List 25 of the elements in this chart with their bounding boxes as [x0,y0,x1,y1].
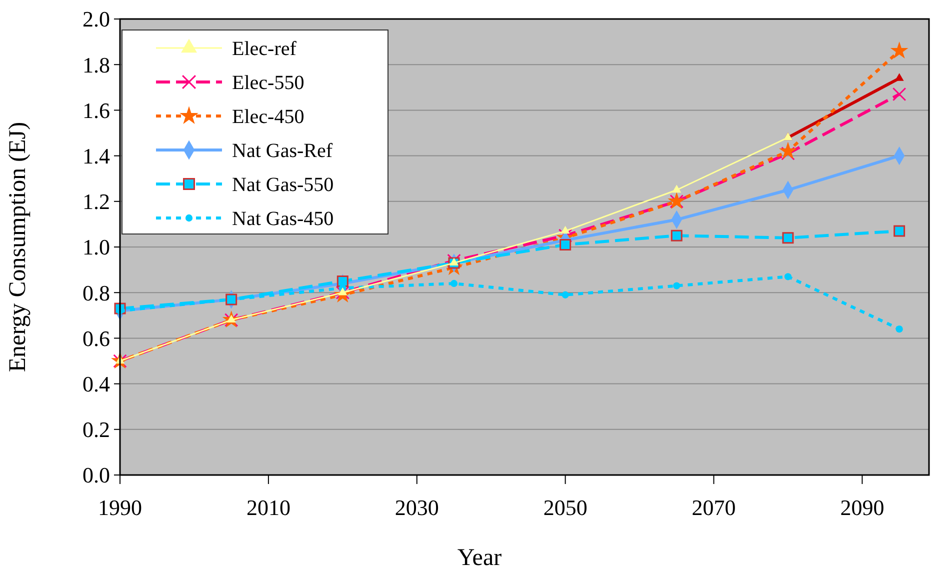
y-tick-label: 1.6 [82,98,110,123]
y-tick-label: 0.0 [82,462,110,488]
x-tick-label: 2050 [543,495,588,520]
legend-label: Elec-ref [232,38,297,60]
x-tick-label: 2030 [394,495,439,520]
y-tick-label: 0.6 [82,326,110,351]
y-tick-label: 1.0 [82,234,110,260]
legend-label: Nat Gas-550 [232,174,334,196]
y-tick-label: 0.8 [82,280,110,306]
x-tick-label: 2010 [246,495,290,520]
y-tick-label: 2.0 [82,6,110,32]
x-tick-label: 2090 [840,495,884,520]
legend-label: Nat Gas-450 [232,208,334,230]
x-tick-label: 1990 [98,495,142,520]
y-axis-title: Energy Consumption (EJ) [5,122,31,372]
legend-label: Nat Gas-Ref [232,140,333,162]
legend-label: Elec-450 [232,106,304,128]
y-tick-label: 0.4 [82,372,110,396]
y-tick-label: 1.2 [82,189,110,214]
x-axis-title: Year [457,545,502,571]
legend-label: Elec-550 [232,72,304,94]
y-tick-label: 1.8 [82,52,110,78]
y-tick-label: 0.2 [82,417,110,442]
x-tick-label: 2070 [692,495,736,520]
y-tick-label: 1.4 [82,144,110,168]
